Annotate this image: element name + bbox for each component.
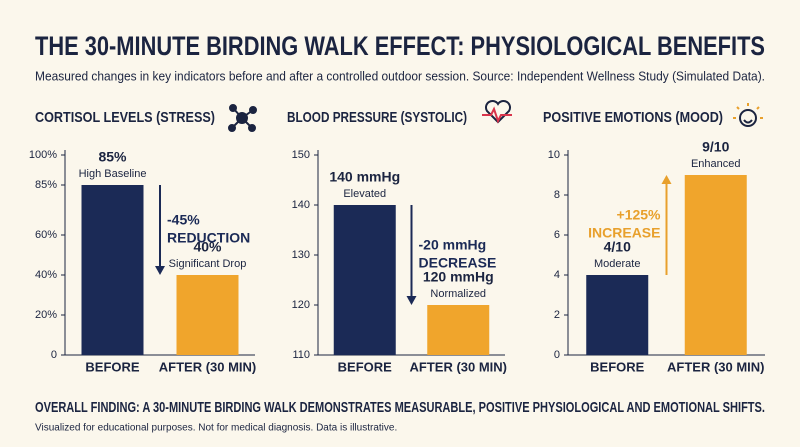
y-tick-label: 0 bbox=[51, 349, 57, 361]
bar-note: Elevated bbox=[343, 188, 386, 200]
y-tick-label: 85% bbox=[35, 179, 57, 191]
y-tick-label: 140 bbox=[292, 199, 310, 211]
footnote: Visualized for educational purposes. Not… bbox=[35, 423, 397, 434]
stress-icon bbox=[228, 104, 257, 132]
y-tick-label: 130 bbox=[292, 249, 310, 261]
change-text: DECREASE bbox=[419, 255, 497, 271]
value-label: 140 mmHg bbox=[329, 169, 400, 185]
y-tick-label: 2 bbox=[554, 309, 560, 321]
y-tick-label: 20% bbox=[35, 309, 57, 321]
bar-note: Moderate bbox=[594, 258, 640, 270]
y-tick-label: 120 bbox=[292, 299, 310, 311]
y-tick-label: 10 bbox=[548, 149, 560, 161]
bar-note: Normalized bbox=[430, 288, 486, 300]
x-tick-label: AFTER (30 MIN) bbox=[667, 359, 765, 374]
change-label: -45% bbox=[167, 212, 200, 228]
value-label: 40% bbox=[193, 239, 222, 255]
y-tick-label: 8 bbox=[554, 189, 560, 201]
y-tick-label: 110 bbox=[292, 349, 310, 361]
x-tick-label: AFTER (30 MIN) bbox=[159, 359, 257, 374]
bar bbox=[81, 185, 144, 355]
panel-title: BLOOD PRESSURE (SYSTOLIC) bbox=[287, 109, 467, 126]
bar-note: Significant Drop bbox=[169, 258, 247, 270]
change-label: -20 mmHg bbox=[419, 237, 487, 253]
y-tick-label: 6 bbox=[554, 229, 560, 241]
change-label: +125% bbox=[617, 207, 662, 223]
finding: OVERALL FINDING: A 30-MINUTE BIRDING WAL… bbox=[35, 399, 765, 416]
bar bbox=[427, 305, 490, 355]
change-text: INCREASE bbox=[588, 225, 660, 241]
panel-title: POSITIVE EMOTIONS (MOOD) bbox=[543, 109, 723, 126]
page-title: THE 30-MINUTE BIRDING WALK EFFECT: PHYSI… bbox=[35, 31, 765, 61]
change-arrowhead bbox=[406, 296, 417, 305]
change-arrowhead bbox=[661, 175, 672, 184]
x-tick-label: BEFORE bbox=[590, 359, 645, 374]
y-tick-label: 60% bbox=[35, 229, 57, 241]
y-tick-label: 0 bbox=[554, 349, 560, 361]
value-label: 85% bbox=[98, 149, 127, 165]
bar bbox=[176, 275, 239, 355]
value-label: 9/10 bbox=[702, 139, 729, 155]
bar bbox=[586, 275, 649, 355]
x-tick-label: BEFORE bbox=[338, 359, 393, 374]
value-label: 120 mmHg bbox=[423, 269, 494, 285]
y-tick-label: 100% bbox=[29, 149, 57, 161]
x-tick-label: BEFORE bbox=[85, 359, 140, 374]
bar-note: High Baseline bbox=[79, 168, 147, 180]
bar bbox=[684, 175, 747, 355]
bar-note: Enhanced bbox=[691, 158, 741, 170]
x-tick-label: AFTER (30 MIN) bbox=[410, 359, 508, 374]
page-subtitle: Measured changes in key indicators befor… bbox=[35, 68, 765, 83]
change-text: REDUCTION bbox=[167, 230, 250, 246]
change-arrowhead bbox=[155, 266, 165, 275]
mood-icon bbox=[733, 103, 763, 127]
value-label: 4/10 bbox=[604, 239, 631, 255]
y-tick-label: 40% bbox=[35, 269, 57, 281]
panel-title: CORTISOL LEVELS (STRESS) bbox=[35, 109, 215, 126]
y-tick-label: 4 bbox=[554, 269, 560, 281]
heart-icon bbox=[482, 99, 512, 124]
y-tick-label: 150 bbox=[292, 149, 310, 161]
bar bbox=[333, 205, 396, 355]
